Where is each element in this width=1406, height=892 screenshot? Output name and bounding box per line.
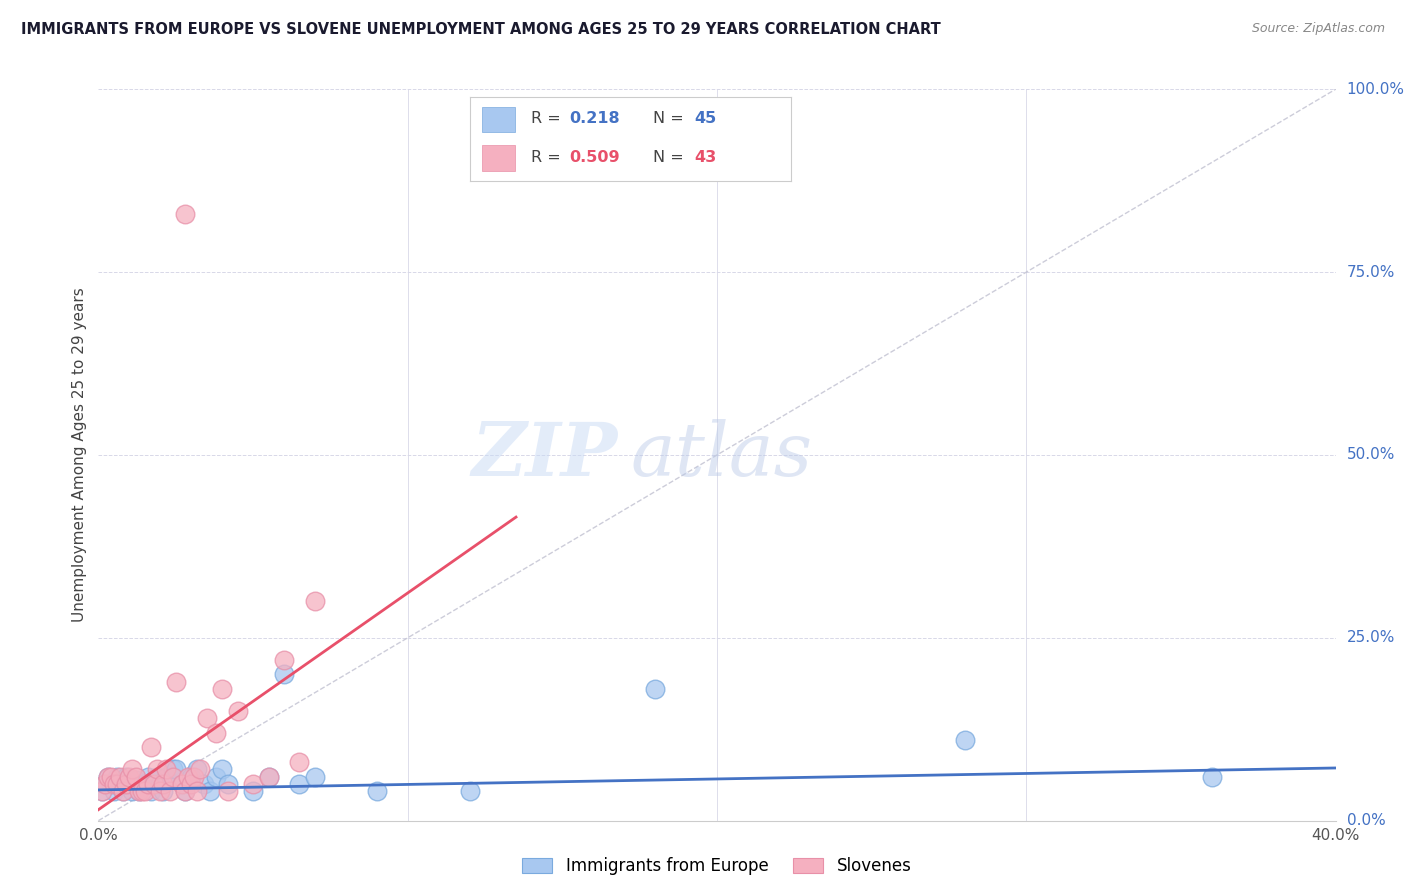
Legend: Immigrants from Europe, Slovenes: Immigrants from Europe, Slovenes [516,850,918,882]
Point [186,784,208,798]
Point [90,784,112,798]
Point [93,777,115,791]
Point [186,763,208,777]
Point [108,770,131,784]
Point [121,784,143,798]
Point [131,784,153,798]
Point [131,777,153,791]
Point [97,770,120,784]
Point [143,773,166,788]
Point [124,773,146,788]
Text: atlas: atlas [630,418,813,491]
Point [105,777,128,791]
Point [118,770,141,784]
Point [162,763,184,777]
Point [93,777,115,791]
Point [103,777,125,791]
Text: 75.0%: 75.0% [1347,265,1395,279]
Point [134,777,156,791]
Point [458,784,481,798]
Point [112,784,135,798]
Point [134,784,156,798]
Point [242,777,264,791]
Point [139,784,162,798]
Point [149,784,172,798]
Point [128,784,150,798]
Point [103,784,125,798]
Point [149,777,172,791]
Point [366,784,388,798]
Point [273,653,295,667]
Text: Source: ZipAtlas.com: Source: ZipAtlas.com [1251,22,1385,36]
Text: 0.0%: 0.0% [1347,814,1385,828]
Point [136,770,159,784]
Point [112,777,135,791]
Point [217,777,239,791]
Point [136,777,159,791]
Point [100,770,122,784]
Point [112,784,135,798]
Text: IMMIGRANTS FROM EUROPE VS SLOVENE UNEMPLOYMENT AMONG AGES 25 TO 29 YEARS CORRELA: IMMIGRANTS FROM EUROPE VS SLOVENE UNEMPL… [21,22,941,37]
Text: ZIP: ZIP [472,418,619,491]
Point [174,784,197,798]
Point [193,777,215,791]
Point [217,784,239,798]
Point [170,777,193,791]
Point [105,770,128,784]
Point [108,777,131,791]
Text: 100.0%: 100.0% [1347,82,1405,96]
Text: 25.0%: 25.0% [1347,631,1395,645]
Point [205,770,228,784]
Point [152,784,174,798]
Point [304,594,326,608]
Point [128,784,150,798]
Point [165,763,187,777]
Point [146,763,169,777]
Point [211,763,233,777]
Point [115,770,138,784]
Point [198,784,221,798]
Point [242,784,264,798]
Point [226,704,249,718]
Point [273,667,295,681]
Point [177,770,200,784]
Point [159,784,181,798]
Point [174,784,197,798]
Point [205,726,228,740]
Point [103,777,125,791]
Y-axis label: Unemployment Among Ages 25 to 29 years: Unemployment Among Ages 25 to 29 years [72,287,87,623]
Point [644,681,666,696]
Point [100,777,122,791]
Point [257,770,280,784]
Point [174,206,197,220]
Point [165,674,187,689]
Point [190,763,212,777]
Point [143,777,166,791]
Point [180,777,202,791]
Point [195,711,218,725]
Point [257,770,280,784]
Point [304,770,326,784]
Point [1201,770,1223,784]
Point [288,755,311,769]
Point [155,770,177,784]
Point [152,777,174,791]
Point [146,770,169,784]
Point [162,770,184,784]
Point [170,777,193,791]
Point [183,770,205,784]
Point [139,740,162,755]
Point [211,681,233,696]
Point [155,763,177,777]
Text: 50.0%: 50.0% [1347,448,1395,462]
Point [97,770,120,784]
Point [180,770,202,784]
Point [288,777,311,791]
Point [124,770,146,784]
Point [953,733,976,747]
Point [115,777,138,791]
Point [121,763,143,777]
Point [118,777,141,791]
Point [90,784,112,798]
